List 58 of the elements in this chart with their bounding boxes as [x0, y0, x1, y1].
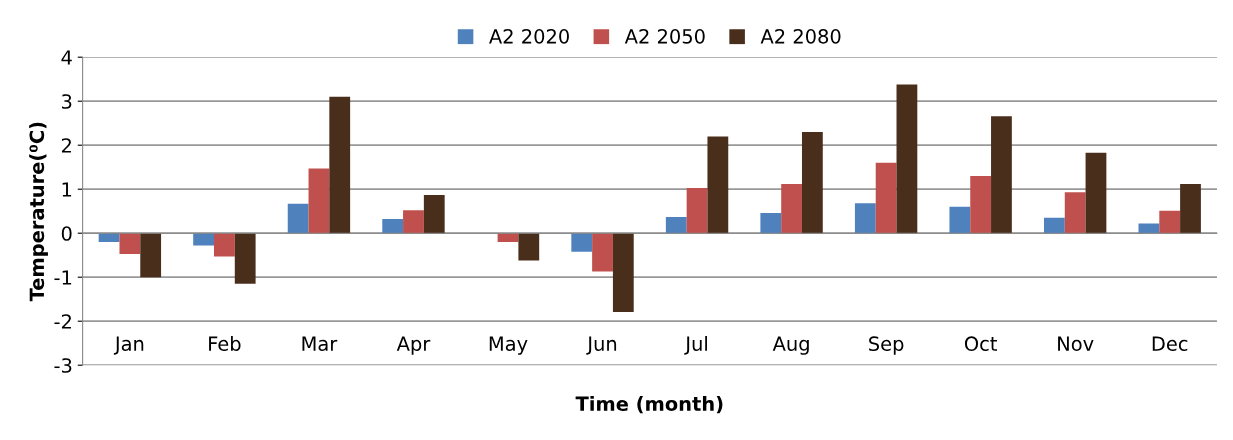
y-tick-label: -2 — [54, 314, 71, 329]
y-axis-title: Temperature(⁰C) — [29, 122, 48, 302]
bar — [970, 176, 992, 234]
x-tick-label: Aug — [772, 336, 809, 355]
bar — [665, 216, 687, 234]
bar — [423, 194, 445, 234]
bar — [1085, 152, 1107, 234]
bar — [214, 233, 235, 257]
bar — [1180, 183, 1201, 234]
bar — [193, 233, 215, 246]
legend-label: A2 2020 — [489, 29, 569, 44]
y-tick-label: 1 — [62, 182, 72, 197]
bar — [896, 84, 918, 234]
bar — [854, 203, 876, 234]
x-tick-label: Jul — [684, 335, 707, 355]
bar — [1043, 217, 1065, 234]
x-tick-label: May — [489, 336, 528, 355]
legend-label: A2 2080 — [760, 29, 841, 44]
bar — [571, 233, 593, 252]
bar — [781, 183, 802, 234]
bar — [760, 212, 782, 234]
bar — [518, 233, 540, 261]
x-tick-label: Apr — [396, 336, 431, 355]
x-tick-label: Feb — [209, 335, 241, 352]
bar — [1138, 223, 1160, 234]
legend-label: A2 2050 — [624, 29, 705, 44]
bar — [1159, 210, 1181, 234]
x-tick-label: Jun — [586, 336, 617, 355]
bar — [1064, 192, 1086, 234]
y-tick-label: 0 — [61, 226, 72, 241]
bar — [119, 233, 141, 254]
y-tick-label: -1 — [54, 270, 72, 285]
bar — [801, 132, 823, 234]
bar — [707, 136, 729, 234]
y-tick-label: 4 — [61, 50, 72, 65]
bar — [991, 116, 1012, 234]
bar — [875, 162, 897, 234]
x-tick-label: Sep — [869, 336, 904, 355]
bar — [686, 187, 708, 234]
x-tick-label: Dec — [1152, 336, 1188, 352]
bar — [949, 206, 971, 234]
bar — [308, 168, 330, 234]
bar — [140, 233, 162, 278]
bar — [329, 96, 351, 234]
bar — [403, 210, 424, 234]
bar — [612, 233, 634, 312]
x-tick-label: Mar — [302, 336, 338, 352]
bar — [287, 203, 309, 234]
y-tick-label: 3 — [62, 94, 72, 109]
bar — [592, 233, 613, 272]
x-axis-title: Time (month) — [575, 396, 723, 414]
x-tick-label: Nov — [1058, 336, 1094, 352]
y-tick-label: 2 — [61, 138, 71, 153]
bar — [234, 233, 256, 284]
y-tick-label: -3 — [54, 358, 72, 373]
x-tick-label: Oct — [964, 336, 997, 352]
x-tick-label: Jan — [113, 336, 144, 355]
bar — [382, 219, 404, 234]
